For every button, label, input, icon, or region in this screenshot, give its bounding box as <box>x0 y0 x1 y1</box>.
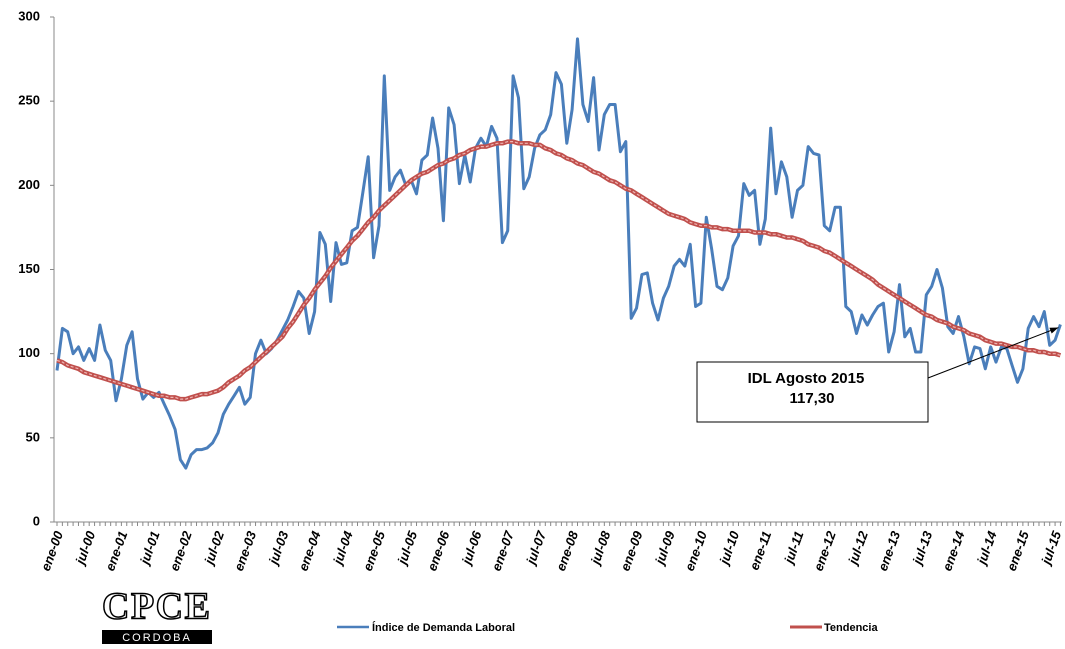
x-tick-label: ene-02 <box>167 528 195 573</box>
x-tick-label: ene-13 <box>875 528 903 573</box>
annotation-text: 117,30 <box>789 390 834 407</box>
x-tick-label: ene-11 <box>747 529 775 572</box>
x-tick-label: jul-04 <box>329 528 356 568</box>
x-tick-label: ene-15 <box>1004 528 1032 573</box>
y-tick-label: 200 <box>18 177 40 192</box>
x-tick-label: ene-07 <box>489 528 517 573</box>
x-tick-label: jul-09 <box>651 528 678 568</box>
y-tick-label: 300 <box>18 8 40 23</box>
x-tick-label: ene-06 <box>424 528 452 573</box>
x-tick-label: ene-14 <box>939 528 967 573</box>
series-line-highlight <box>56 141 1061 400</box>
annotation-text: IDL Agosto 2015 <box>748 370 865 387</box>
series-line <box>56 139 1062 402</box>
x-tick-label: jul-01 <box>136 529 162 568</box>
x-tick-label: ene-04 <box>295 528 323 573</box>
x-tick-label: ene-05 <box>360 528 388 573</box>
x-tick-label: jul-03 <box>265 528 292 568</box>
annotation-arrow <box>927 327 1059 379</box>
x-tick-label: jul-10 <box>716 528 743 568</box>
x-tick-label: ene-10 <box>682 528 710 573</box>
x-tick-label: ene-12 <box>811 528 839 573</box>
y-tick-label: 50 <box>26 429 40 444</box>
y-tick-label: 150 <box>18 261 40 276</box>
x-tick-label: ene-09 <box>617 528 645 573</box>
x-tick-label: jul-11 <box>780 529 806 567</box>
logo: CPCE CORDOBA <box>101 585 212 644</box>
x-tick-label: jul-07 <box>523 528 550 568</box>
x-tick-label: ene-01 <box>102 529 130 573</box>
x-tick-label: ene-00 <box>38 528 66 573</box>
logo-subtitle: CORDOBA <box>122 632 192 644</box>
x-tick-label: ene-03 <box>231 528 259 573</box>
x-tick-label: jul-02 <box>201 528 228 568</box>
x-tick-label: jul-13 <box>909 528 936 568</box>
x-tick-label: jul-14 <box>973 528 1000 568</box>
x-tick-label: jul-12 <box>845 528 872 568</box>
x-tick-label: jul-05 <box>394 528 421 568</box>
series-line <box>55 37 1062 470</box>
y-tick-label: 250 <box>18 93 40 108</box>
x-tick-label: jul-00 <box>72 528 99 568</box>
annotation-box <box>696 361 929 423</box>
x-tick-label: jul-06 <box>458 528 485 568</box>
y-tick-label: 100 <box>18 345 40 360</box>
annotation-arrowhead <box>1049 327 1059 334</box>
x-tick-label: jul-15 <box>1038 528 1065 568</box>
logo-title: CPCE <box>102 586 210 628</box>
x-tick-label: ene-08 <box>553 528 581 573</box>
y-tick-label: 0 <box>33 513 40 528</box>
logo-band <box>102 630 212 644</box>
x-tick-label: jul-08 <box>587 528 614 568</box>
legend-label: Tendencia <box>824 622 878 634</box>
legend-label: Índice de Demanda Laboral <box>372 621 515 634</box>
